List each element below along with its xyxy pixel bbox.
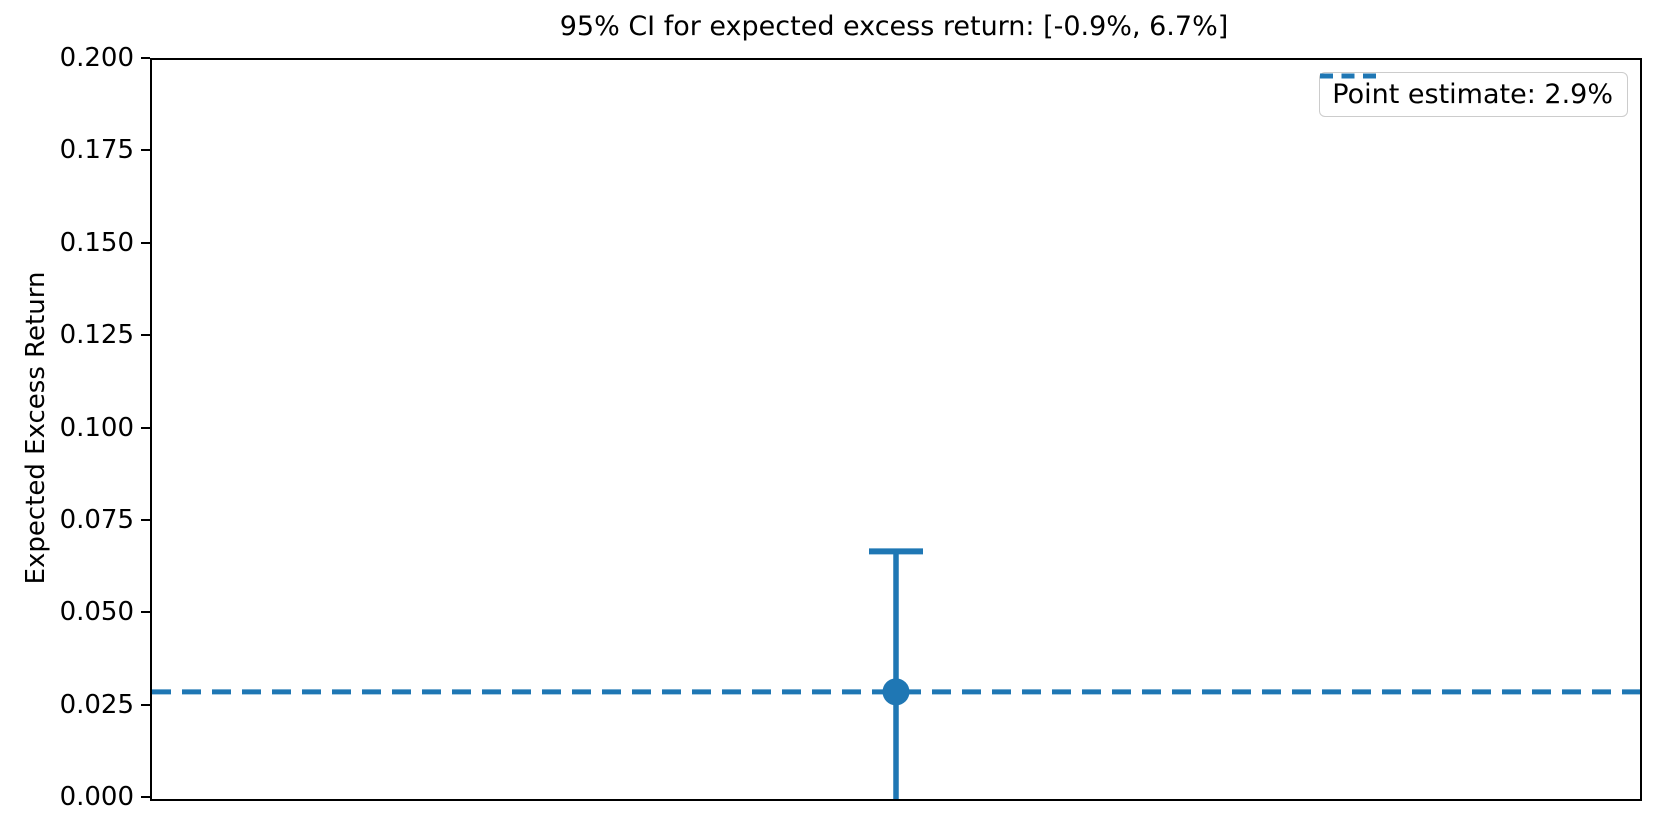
- y-tick-label: 0.125: [59, 320, 134, 351]
- y-tick-label: 0.025: [59, 689, 134, 720]
- y-tick-label: 0.000: [59, 782, 134, 812]
- legend: Point estimate: 2.9%: [1319, 72, 1628, 117]
- y-tick-mark: [141, 426, 150, 429]
- y-tick-mark: [141, 518, 150, 521]
- legend-dashed-line-icon: [1320, 73, 1377, 79]
- y-tick-mark: [141, 334, 150, 337]
- y-tick-label: 0.100: [59, 412, 134, 443]
- errorbar-plot-canvas: [152, 548, 1640, 799]
- plot-area: Point estimate: 2.9%: [150, 58, 1642, 801]
- y-tick-label: 0.075: [59, 504, 134, 535]
- point-estimate-marker: [882, 678, 910, 706]
- y-tick-label: 0.200: [59, 43, 134, 73]
- y-tick-label: 0.175: [59, 135, 134, 166]
- y-tick-mark: [141, 703, 150, 706]
- chart-title: 95% CI for expected excess return: [-0.9…: [559, 11, 1229, 42]
- y-tick-mark: [141, 241, 150, 244]
- y-tick-mark: [141, 149, 150, 152]
- legend-label: Point estimate: 2.9%: [1332, 79, 1613, 110]
- y-tick-label: 0.150: [59, 227, 134, 258]
- y-tick-mark: [141, 611, 150, 614]
- y-tick-mark: [141, 57, 150, 59]
- y-tick-label: 0.050: [59, 597, 134, 628]
- y-tick-mark: [141, 796, 150, 798]
